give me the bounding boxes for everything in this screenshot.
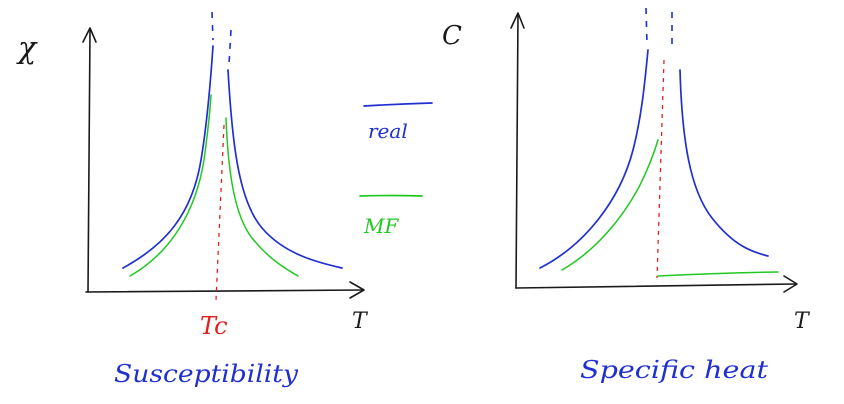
specific-heat-real-curve-left: [539, 49, 649, 269]
susceptibility-y-arrow: [82, 27, 97, 43]
susceptibility-caption: Susceptibility: [114, 360, 298, 388]
susceptibility-plot: χ T Tc Susceptibility: [16, 11, 369, 388]
susceptibility-x-axis: [85, 289, 363, 293]
specific-heat-y-label: C: [442, 21, 462, 51]
susceptibility-real-curve-right: [227, 69, 343, 269]
susceptibility-x-arrow: [349, 281, 365, 299]
specific-heat-mf-jump: [657, 271, 779, 277]
susceptibility-real-curve-left: [122, 45, 214, 269]
specific-heat-x-arrow: [783, 275, 798, 293]
legend-mf-line: [359, 194, 423, 197]
susceptibility-mf-curve-left: [129, 94, 212, 277]
specific-heat-caption: Specific heat: [580, 356, 768, 384]
specific-heat-mf-curve: [561, 139, 659, 271]
susceptibility-divergence-left: [211, 11, 214, 41]
legend-real-label: real: [368, 119, 408, 143]
specific-heat-y-axis: [515, 13, 519, 289]
legend-mf-label: MF: [363, 214, 399, 238]
legend-real-line: [363, 102, 433, 107]
specific-heat-y-arrow: [510, 12, 525, 29]
susceptibility-divergence-right: [228, 29, 232, 65]
susceptibility-y-axis: [87, 29, 91, 293]
specific-heat-divergence-left: [645, 7, 648, 45]
specific-heat-x-axis: [515, 283, 797, 289]
susceptibility-mf-curve-right: [225, 117, 299, 277]
specific-heat-x-label: T: [794, 309, 811, 334]
specific-heat-critical-line: [656, 59, 665, 279]
susceptibility-x-label: T: [352, 309, 369, 334]
legend: real MF: [359, 102, 433, 238]
specific-heat-real-curve-right: [679, 69, 769, 257]
susceptibility-y-label: χ: [16, 31, 38, 66]
critical-temperature-label: Tc: [200, 312, 228, 340]
critical-temperature-line: [215, 124, 225, 301]
specific-heat-plot: C T Specific heat: [442, 7, 811, 384]
